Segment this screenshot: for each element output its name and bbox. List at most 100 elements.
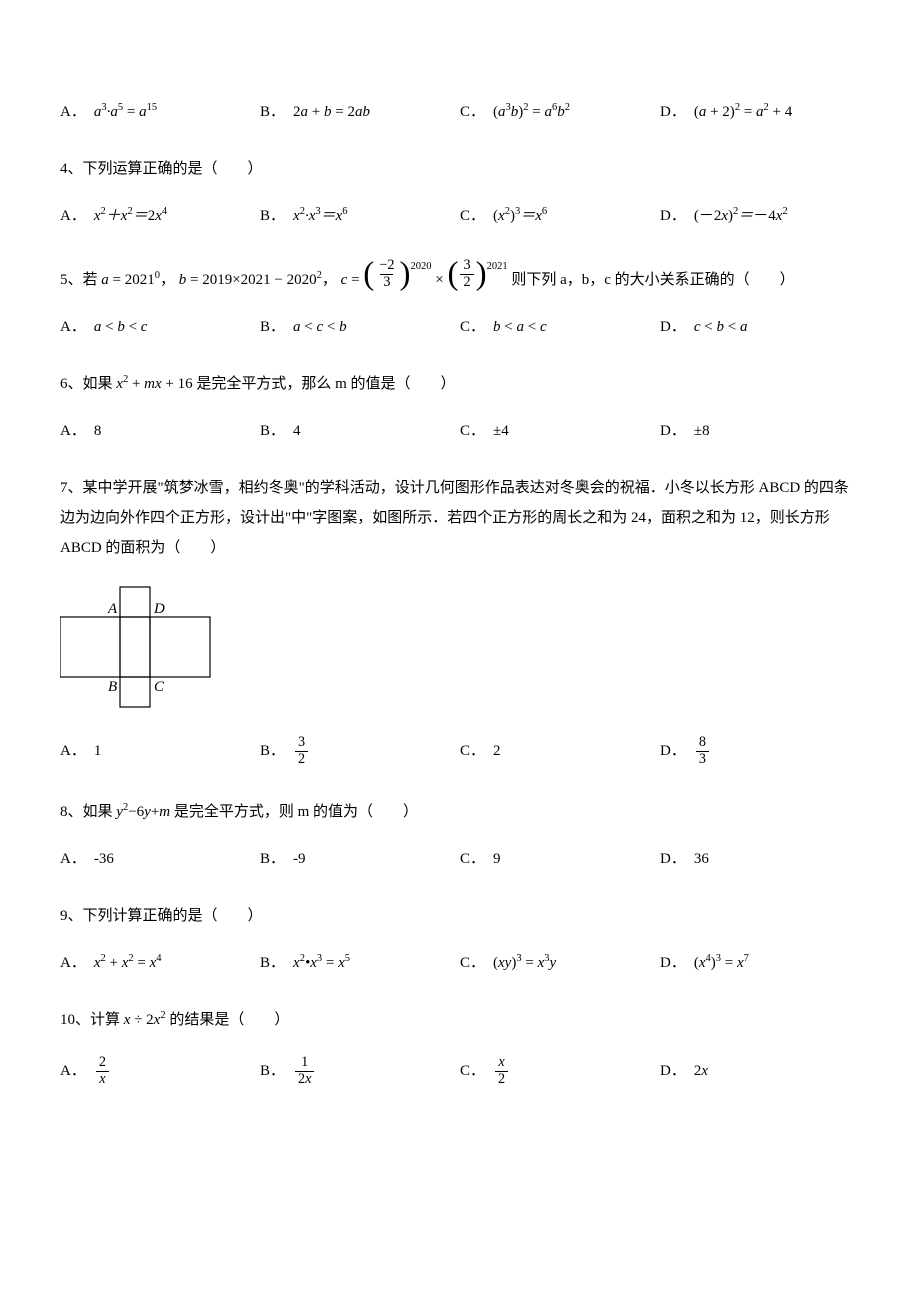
q5-options: A． a < b < c B． a < c < b C． b < a < c D… [60,315,860,339]
opt-math: x2·x3＝x6 [293,204,348,228]
opt-label: A． [60,1059,86,1083]
den: 2x [295,1071,314,1088]
opt-label: B． [260,847,285,871]
q4-options: A． x2＋x2＝2x4 B． x2·x3＝x6 C． (x2)3＝x6 D． … [60,204,860,228]
q3-opt-a: A． a3·a5 = a15 [60,100,260,124]
opt-val: ±8 [694,419,710,443]
q9-opt-b: B． x2•x3 = x5 [260,951,460,975]
q9-opt-a: A． x2 + x2 = x4 [60,951,260,975]
opt-val: 9 [493,847,501,871]
opt-math: (a3b)2 = a6b2 [493,100,570,124]
q10-opt-a: A． 2x [60,1055,260,1087]
q10-options: A． 2x B． 12x C． x2 D． 2x [60,1055,860,1087]
opt-math: a < b < c [94,315,148,339]
label-b: B [108,679,117,695]
q5-stem: 5、若 a = 20210， b = 2019×2021 − 20202， c … [60,258,860,295]
opt-label: C． [460,204,485,228]
opt-frac: x2 [495,1055,508,1087]
opt-val: -36 [94,847,114,871]
q4-opt-c: C． (x2)3＝x6 [460,204,660,228]
q7-stem: 7、某中学开展"筑梦冰雪，相约冬奥"的学科活动，设计几何图形作品表达对冬奥会的祝… [60,473,860,563]
num: 3 [460,258,473,274]
opt-label: D． [660,739,686,763]
num: 8 [696,735,709,751]
opt-label: A． [60,739,86,763]
q3-opt-b: B． 2a + b = 2ab [260,100,460,124]
opt-label: C． [460,1059,485,1083]
q3-opt-d: D． (a + 2)2 = a2 + 4 [660,100,860,124]
q7-opt-a: A．1 [60,735,260,767]
q9-options: A． x2 + x2 = x4 B． x2•x3 = x5 C． (xy)3 =… [60,951,860,975]
q10-opt-c: C． x2 [460,1055,660,1087]
opt-math: (a + 2)2 = a2 + 4 [694,100,792,124]
opt-label: C． [460,739,485,763]
q9-opt-c: C． (xy)3 = x3y [460,951,660,975]
q8-stem: 8、如果 y2−6y+m 是完全平方式，则 m 的值为（ ） [60,797,860,827]
num: x [495,1055,507,1071]
q3-options: A． a3·a5 = a15 B． 2a + b = 2ab C． (a3b)2… [60,100,860,124]
opt-val: 2 [493,739,501,763]
q7-figure: A D B C [60,583,860,713]
q4-opt-a: A． x2＋x2＝2x4 [60,204,260,228]
stem-text: 10、计算 [60,1012,120,1028]
q8-opt-d: D． 36 [660,847,860,871]
num: 2 [387,257,394,273]
opt-math: b < a < c [493,315,547,339]
opt-label: D． [660,847,686,871]
opt-math: 2a + b = 2ab [293,100,370,124]
opt-label: B． [260,204,285,228]
q4-opt-b: B． x2·x3＝x6 [260,204,460,228]
expr: x ÷ 2x2 [124,1012,170,1028]
opt-math: x2＋x2＝2x4 [94,204,167,228]
q6-opt-d: D． ±8 [660,419,860,443]
stem-text: 的结果是（ ） [169,1012,289,1028]
opt-label: B． [260,739,285,763]
q5-opt-c: C． b < a < c [460,315,660,339]
q4-stem: 4、下列运算正确的是（ ） [60,154,860,184]
exp: 2021 [487,256,508,277]
stem-text: 则下列 a，b，c 的大小关系正确的（ ） [511,272,794,288]
opt-label: B． [260,951,285,975]
q8-opt-b: B． -9 [260,847,460,871]
opt-math: (x4)3 = x7 [694,951,749,975]
opt-val: -9 [293,847,306,871]
a-expr: a = 20210 [101,272,160,288]
opt-math: (x2)3＝x6 [493,204,547,228]
opt-math: x2 + x2 = x4 [94,951,162,975]
c-term1: ( −23 ) 2020 [363,258,431,290]
opt-label: D． [660,100,686,124]
opt-label: A． [60,100,86,124]
den: 2 [495,1071,508,1088]
q8-opt-c: C．9 [460,847,660,871]
label-a: A [107,601,118,617]
den: 3 [696,751,709,768]
opt-label: D． [660,419,686,443]
q6-stem: 6、如果 x2 + mx + 16 是完全平方式，那么 m 的值是（ ） [60,369,860,399]
q6-opt-b: B．4 [260,419,460,443]
label-c: C [154,679,165,695]
q5-opt-b: B． a < c < b [260,315,460,339]
q6-opt-a: A．8 [60,419,260,443]
expr: x2 + mx + 16 [116,376,196,392]
q9-stem: 9、下列计算正确的是（ ） [60,901,860,931]
opt-frac: 2x [96,1055,109,1087]
opt-label: B． [260,315,285,339]
opt-label: D． [660,204,686,228]
q6-options: A．8 B．4 C．±4 D．±8 [60,419,860,443]
q5-opt-a: A． a < b < c [60,315,260,339]
opt-math: a3·a5 = a15 [94,100,157,124]
opt-val: 8 [94,419,102,443]
opt-val: 36 [694,847,709,871]
opt-math: (xy)3 = x3y [493,951,556,975]
comma: ， [322,272,337,288]
opt-label: D． [660,951,686,975]
stem-text: 是完全平方式，则 m 的值为（ ） [174,804,418,820]
opt-frac: 32 [295,735,308,767]
den: x [96,1071,108,1088]
b-expr: b = 2019×2021 − 20202 [179,272,322,288]
q5-opt-d: D． c < b < a [660,315,860,339]
exp: 2020 [410,256,431,277]
zhong-figure-svg: A D B C [60,583,220,713]
q3-opt-c: C． (a3b)2 = a6b2 [460,100,660,124]
opt-label: C． [460,315,485,339]
